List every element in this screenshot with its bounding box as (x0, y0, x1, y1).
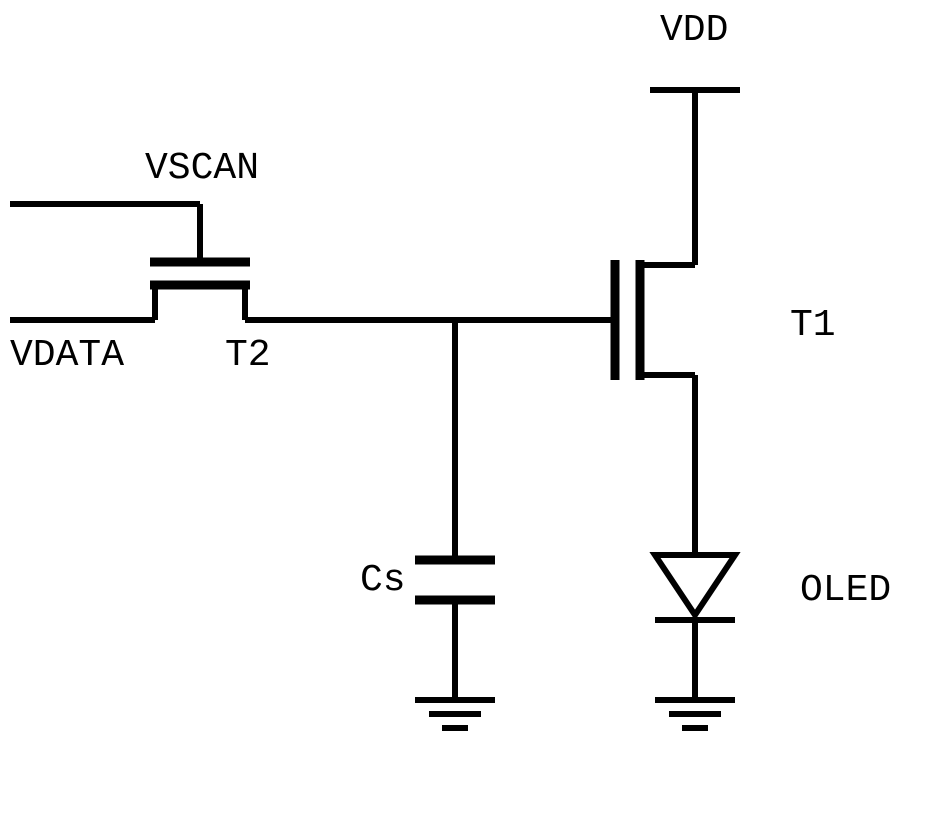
circuit-diagram: VDD VSCAN VDATA T2 T1 Cs OLED (0, 0, 952, 832)
label-t2: T2 (225, 334, 271, 377)
oled-triangle (655, 555, 735, 615)
label-oled: OLED (800, 569, 891, 612)
label-t1: T1 (790, 304, 836, 347)
label-cs: Cs (360, 559, 406, 602)
label-vdd: VDD (660, 9, 728, 52)
label-vdata: VDATA (10, 334, 124, 377)
label-vscan: VSCAN (145, 147, 259, 190)
